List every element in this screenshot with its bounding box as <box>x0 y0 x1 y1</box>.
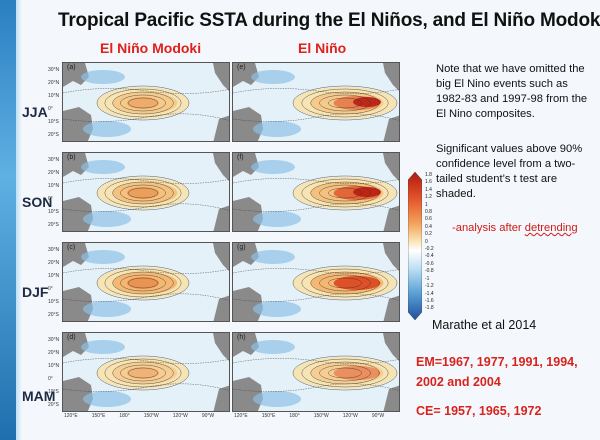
sst-panel: (b) <box>62 152 230 232</box>
colorbar-tick: -1.4 <box>425 290 434 297</box>
sst-panel: (d) <box>62 332 230 412</box>
column-heading-el-nino: El Niño <box>298 40 347 56</box>
panel-label: (a) <box>67 64 76 71</box>
colorbar-tick: 1 <box>425 201 428 208</box>
sst-panel: (h) <box>232 332 400 412</box>
season-label-djf: DJF <box>22 284 49 300</box>
colorbar-tick: 0.4 <box>425 223 432 230</box>
slide-title: Tropical Pacific SSTA during the El Niño… <box>58 10 600 31</box>
colorbar <box>408 172 422 320</box>
colorbar-tick: -1.8 <box>425 305 434 312</box>
modoki-years: EM=1967, 1977, 1991, 1994, 2002 and 2004 <box>416 355 578 389</box>
panel-label: (h) <box>237 334 246 341</box>
longitude-ticks: 120°E 150°E 180° 150°W 120°W 90°W <box>234 413 385 419</box>
season-label-mam: MAM <box>22 388 56 404</box>
colorbar-tick: 1.6 <box>425 179 432 186</box>
panel-label: (c) <box>67 244 76 251</box>
sst-map <box>63 63 229 141</box>
colorbar-tick: -0.2 <box>425 246 434 253</box>
sst-map <box>63 243 229 321</box>
sst-map <box>233 333 399 411</box>
panel-label: (g) <box>237 244 246 251</box>
sst-panel: (c) <box>62 242 230 322</box>
panel-label: (e) <box>237 64 246 71</box>
colorbar-tick: 1.4 <box>425 186 432 193</box>
citation: Marathe et al 2014 <box>432 318 537 332</box>
sst-map <box>63 333 229 411</box>
season-label-jja: JJA <box>22 104 48 120</box>
sst-panel: (f) <box>232 152 400 232</box>
canonical-years: CE= 1957, 1965, 1972 <box>416 404 542 418</box>
latitude-ticks: 30°N 20°N 10°N 0° 10°S 20°S <box>48 157 60 228</box>
sst-panel: (a) <box>62 62 230 142</box>
latitude-ticks: 30°N 20°N 10°N 0° 10°S 20°S <box>48 67 60 138</box>
colorbar-tick: -1.2 <box>425 283 434 290</box>
omission-note: Note that we have omitted the big El Nin… <box>436 63 588 120</box>
panel-label: (f) <box>237 154 244 161</box>
colorbar-tick: -0.6 <box>425 260 434 267</box>
significance-note: Significant values above 90% confidence … <box>436 143 583 200</box>
column-heading-modoki: El Niño Modoki <box>100 40 202 56</box>
season-label-son: SON <box>22 194 53 210</box>
colorbar-tick: 0.2 <box>425 231 432 238</box>
latitude-ticks: 30°N 20°N 10°N 0° 10°S 20°S <box>48 247 60 318</box>
colorbar-tick: 1.8 <box>425 172 432 178</box>
slide-sidebar-decoration <box>0 0 22 440</box>
sst-map <box>63 153 229 231</box>
sst-map <box>233 153 399 231</box>
latitude-ticks: 30°N 20°N 10°N 0° 10°S 20°S <box>48 337 60 408</box>
analysis-prefix: -analysis after <box>452 222 525 234</box>
colorbar-tick: 0.8 <box>425 209 432 216</box>
panel-label: (b) <box>67 154 76 161</box>
colorbar-tick: 0.6 <box>425 216 432 223</box>
colorbar-tick: 1.2 <box>425 194 432 201</box>
panel-label: (d) <box>67 334 76 341</box>
colorbar-tick: -0.8 <box>425 268 434 275</box>
analysis-note: -analysis after detrending <box>452 222 578 234</box>
colorbar-tick-labels: 1.8 1.6 1.4 1.2 1 0.8 0.6 0.4 0.2 0 -0.2 -0.4 -0.6 -0… <box>425 172 434 313</box>
colorbar-tick: -1.6 <box>425 297 434 304</box>
sst-map <box>233 63 399 141</box>
sst-panel: (e) <box>232 62 400 142</box>
colorbar-tick: -1 <box>425 275 430 282</box>
analysis-underlined: detrending <box>524 222 578 234</box>
sst-panel: (g) <box>232 242 400 322</box>
colorbar-tick: -0.4 <box>425 253 434 260</box>
longitude-ticks: 120°E 150°E 180° 150°W 120°W 90°W <box>64 413 215 419</box>
colorbar-tick: 0 <box>425 238 428 245</box>
sst-map <box>233 243 399 321</box>
